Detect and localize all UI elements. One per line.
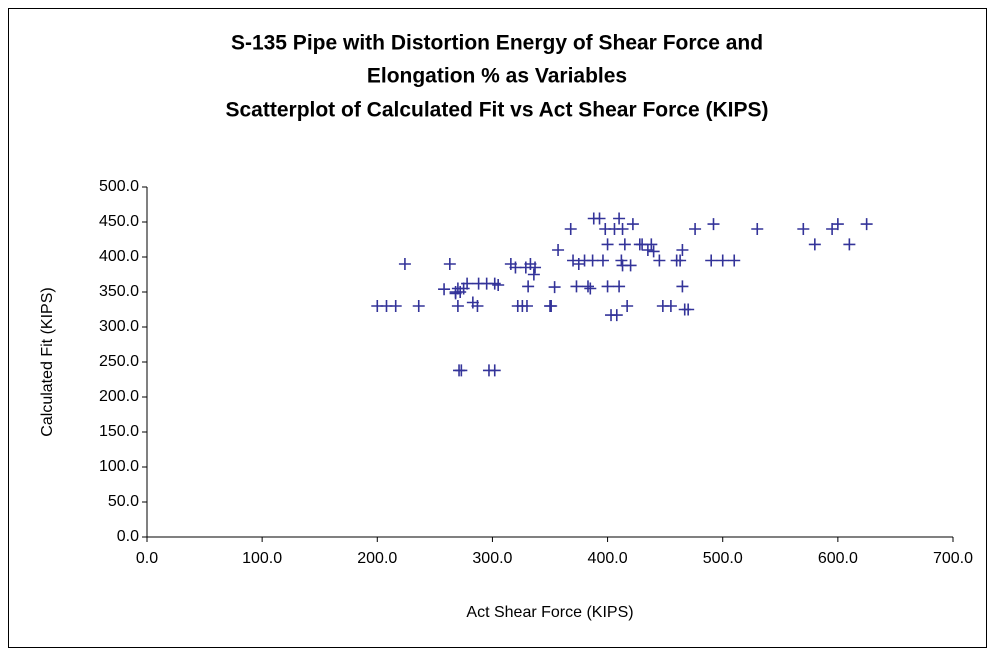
chart-title: S-135 Pipe with Distortion Energy of She… xyxy=(231,32,763,55)
scatter-point xyxy=(626,218,639,231)
y-tick-label: 150.0 xyxy=(99,423,139,440)
scatter-point xyxy=(601,280,614,293)
scatter-point xyxy=(527,268,540,281)
x-tick-label: 600.0 xyxy=(818,550,858,567)
scatter-point xyxy=(664,300,677,312)
scatter-point xyxy=(522,280,535,293)
scatter-point xyxy=(412,300,425,312)
scatter-point xyxy=(461,277,474,290)
scatter-point xyxy=(586,254,599,267)
scatter-point xyxy=(529,261,542,274)
scatter-point xyxy=(716,254,729,267)
y-tick-label: 400.0 xyxy=(99,248,139,265)
scatter-point xyxy=(509,261,522,274)
scatter-point xyxy=(520,300,533,312)
y-tick-label: 350.0 xyxy=(99,283,139,300)
scatter-point xyxy=(443,258,456,270)
scatter-point xyxy=(826,223,839,235)
scatter-point xyxy=(676,280,689,293)
scatter-point xyxy=(545,300,558,312)
scatter-point xyxy=(615,254,628,267)
scatter-point xyxy=(596,254,609,267)
chart-subtitle: Scatterplot of Calculated Fit vs Act She… xyxy=(225,99,768,122)
x-tick-label: 500.0 xyxy=(703,550,743,567)
scatter-point xyxy=(707,218,720,231)
y-tick-label: 450.0 xyxy=(99,213,139,230)
scatter-point xyxy=(674,254,687,267)
scatter-point xyxy=(548,281,561,294)
scatter-point xyxy=(682,303,695,316)
scatter-point xyxy=(398,258,411,270)
scatter-point xyxy=(647,245,660,258)
scatter-point xyxy=(593,212,606,225)
scatter-point xyxy=(584,282,597,295)
x-axis-label: Act Shear Force (KIPS) xyxy=(466,604,633,621)
scatter-point xyxy=(492,279,505,291)
scatter-point xyxy=(705,254,718,267)
y-tick-label: 0.0 xyxy=(117,528,139,545)
x-tick-label: 400.0 xyxy=(588,550,628,567)
y-tick-label: 500.0 xyxy=(99,178,139,195)
scatter-point xyxy=(653,254,666,267)
scatter-point xyxy=(808,238,821,251)
scatter-point xyxy=(438,283,451,296)
y-tick-label: 200.0 xyxy=(99,388,139,405)
scatter-point xyxy=(613,212,626,225)
scatter-point xyxy=(618,238,631,251)
chart-frame xyxy=(8,8,987,648)
scatter-point xyxy=(843,238,856,251)
scatter-point xyxy=(728,254,741,267)
y-tick-label: 300.0 xyxy=(99,318,139,335)
y-tick-label: 100.0 xyxy=(99,458,139,475)
scatter-point xyxy=(676,244,689,256)
scatter-point xyxy=(751,223,764,235)
y-tick-label: 250.0 xyxy=(99,353,139,370)
scatter-point xyxy=(570,280,583,293)
scatter-point xyxy=(564,223,577,235)
scatter-point xyxy=(613,280,626,293)
scatter-point xyxy=(552,244,565,256)
scatter-point xyxy=(581,280,594,293)
scatter-point xyxy=(610,309,623,322)
scatter-point xyxy=(451,300,464,312)
scatter-point xyxy=(389,300,402,312)
scatter-point xyxy=(471,300,484,312)
x-tick-label: 200.0 xyxy=(357,550,397,567)
x-tick-label: 0.0 xyxy=(136,550,158,567)
scatter-point xyxy=(860,218,873,231)
scatter-point xyxy=(831,218,844,231)
scatter-point xyxy=(624,259,637,272)
scatter-point xyxy=(449,287,462,300)
y-axis-label: Calculated Fit (KIPS) xyxy=(39,287,56,436)
scatter-point xyxy=(689,223,702,235)
scatter-point xyxy=(797,223,810,235)
chart-title: Elongation % as Variables xyxy=(367,65,627,88)
scatter-point xyxy=(488,364,501,377)
scatter-point xyxy=(621,300,634,312)
scatter-point xyxy=(645,238,658,251)
scatter-point xyxy=(601,238,614,251)
y-tick-label: 50.0 xyxy=(108,493,139,510)
x-tick-label: 300.0 xyxy=(472,550,512,567)
scatter-point xyxy=(455,364,468,377)
x-tick-label: 700.0 xyxy=(933,550,973,567)
scatter-point xyxy=(616,223,629,235)
x-tick-label: 100.0 xyxy=(242,550,282,567)
